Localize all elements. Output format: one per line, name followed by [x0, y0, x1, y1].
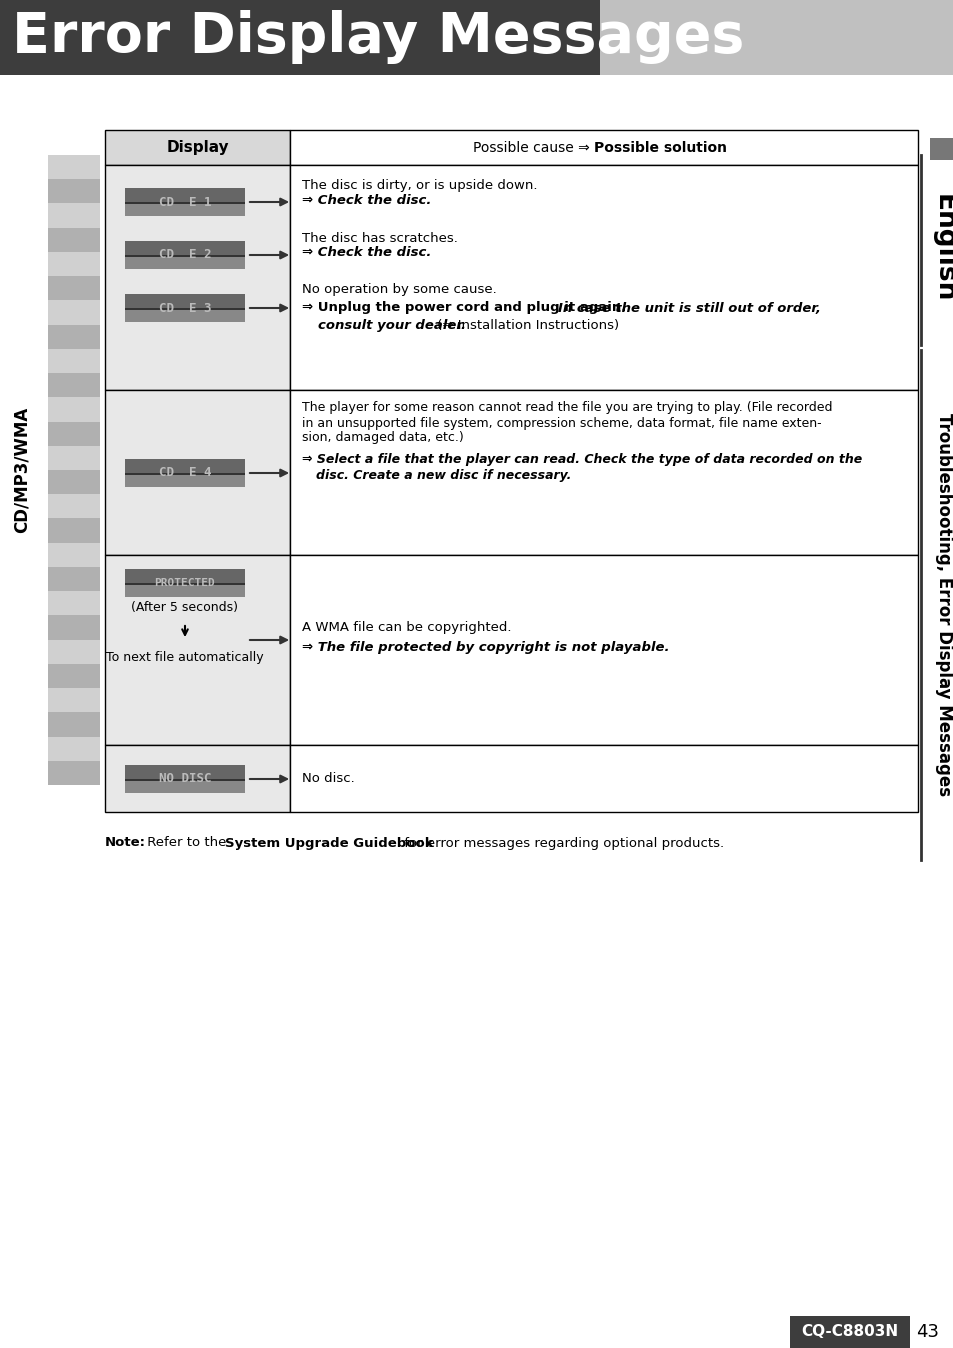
Bar: [48, 398, 100, 422]
Bar: [48, 252, 100, 276]
Text: ⇒ The file protected by copyright is not playable.: ⇒ The file protected by copyright is not…: [302, 642, 669, 655]
Text: To next file automatically: To next file automatically: [106, 651, 264, 665]
Bar: [48, 639, 100, 663]
Bar: [290, 745, 917, 811]
Bar: [48, 155, 100, 179]
Text: ⇒ Unplug the power cord and plug it again.: ⇒ Unplug the power cord and plug it agai…: [302, 302, 630, 314]
Bar: [125, 460, 245, 487]
Text: The disc is dirty, or is upside down.: The disc is dirty, or is upside down.: [302, 178, 537, 191]
Bar: [290, 164, 917, 390]
Text: In case the unit is still out of order,: In case the unit is still out of order,: [558, 302, 820, 314]
Text: CD  E 4: CD E 4: [158, 466, 211, 480]
Bar: [48, 712, 100, 736]
Text: CD  E 3: CD E 3: [158, 302, 211, 314]
Text: Possible solution: Possible solution: [594, 140, 726, 155]
Text: consult your dealer.: consult your dealer.: [317, 318, 465, 332]
Text: The disc has scratches.: The disc has scratches.: [302, 232, 457, 244]
Bar: [125, 255, 245, 257]
Bar: [125, 582, 245, 597]
Text: ⇒ Check the disc.: ⇒ Check the disc.: [302, 194, 431, 206]
Bar: [125, 473, 245, 487]
Text: A WMA file can be copyrighted.: A WMA file can be copyrighted.: [302, 621, 511, 635]
Bar: [125, 294, 245, 322]
Text: CD  E 2: CD E 2: [158, 248, 211, 262]
Bar: [125, 241, 245, 270]
Bar: [105, 745, 290, 811]
Bar: [48, 179, 100, 204]
Text: in an unsupported file system, compression scheme, data format, file name exten-: in an unsupported file system, compressi…: [302, 417, 821, 430]
Text: The player for some reason cannot read the file you are trying to play. (File re: The player for some reason cannot read t…: [302, 402, 832, 414]
Text: No operation by some cause.: No operation by some cause.: [302, 283, 497, 297]
Bar: [48, 543, 100, 568]
Text: CQ-C8803N: CQ-C8803N: [801, 1325, 898, 1340]
Bar: [48, 422, 100, 446]
Bar: [48, 301, 100, 325]
Text: (After 5 seconds): (After 5 seconds): [132, 601, 238, 615]
Bar: [48, 592, 100, 616]
Bar: [599, 0, 953, 75]
Text: System Upgrade Guidebook: System Upgrade Guidebook: [225, 837, 434, 849]
Bar: [48, 568, 100, 592]
Bar: [125, 255, 245, 270]
Text: PROTECTED: PROTECTED: [154, 578, 215, 588]
Text: CD  E 1: CD E 1: [158, 195, 211, 209]
Text: English: English: [930, 194, 953, 302]
Bar: [789, 1316, 909, 1348]
Bar: [929, 137, 953, 160]
Text: ⇒ Check the disc.: ⇒ Check the disc.: [302, 247, 431, 260]
Bar: [290, 555, 917, 745]
Bar: [125, 187, 245, 216]
Bar: [48, 373, 100, 398]
Bar: [125, 766, 245, 793]
Bar: [48, 228, 100, 252]
Bar: [48, 446, 100, 470]
Bar: [48, 760, 100, 785]
Text: 43: 43: [916, 1322, 939, 1341]
Bar: [290, 129, 917, 164]
Text: sion, damaged data, etc.): sion, damaged data, etc.): [302, 431, 463, 445]
Text: (⇒ Installation Instructions): (⇒ Installation Instructions): [433, 318, 618, 332]
Bar: [48, 519, 100, 543]
Text: Display: Display: [166, 140, 229, 155]
Text: disc. Create a new disc if necessary.: disc. Create a new disc if necessary.: [315, 469, 571, 483]
Text: CD/MP3/WMA: CD/MP3/WMA: [13, 407, 30, 532]
Bar: [125, 307, 245, 310]
Bar: [290, 390, 917, 555]
Bar: [48, 204, 100, 228]
Text: Troubleshooting, Error Display Messages: Troubleshooting, Error Display Messages: [934, 414, 952, 797]
Bar: [48, 470, 100, 495]
Bar: [48, 663, 100, 687]
Bar: [48, 687, 100, 712]
Text: NO DISC: NO DISC: [158, 772, 211, 786]
Bar: [125, 582, 245, 585]
Bar: [125, 202, 245, 216]
Bar: [125, 779, 245, 793]
Bar: [0, 0, 599, 75]
Bar: [48, 495, 100, 519]
Text: Refer to the: Refer to the: [143, 837, 231, 849]
Bar: [125, 307, 245, 322]
Bar: [48, 276, 100, 301]
Bar: [125, 473, 245, 474]
Bar: [48, 616, 100, 639]
Text: for error messages regarding optional products.: for error messages regarding optional pr…: [399, 837, 723, 849]
Bar: [105, 390, 290, 555]
Text: Possible cause ⇒: Possible cause ⇒: [473, 140, 594, 155]
Bar: [105, 555, 290, 745]
Text: No disc.: No disc.: [302, 772, 355, 786]
Bar: [125, 779, 245, 780]
Text: Error Display Messages: Error Display Messages: [12, 11, 743, 65]
Bar: [48, 349, 100, 373]
Bar: [48, 736, 100, 760]
Bar: [105, 164, 290, 390]
Bar: [48, 325, 100, 349]
Bar: [125, 569, 245, 597]
Text: ⇒ Select a file that the player can read. Check the type of data recorded on the: ⇒ Select a file that the player can read…: [302, 453, 862, 466]
Bar: [105, 129, 290, 164]
Bar: [125, 202, 245, 204]
Text: Note:: Note:: [105, 837, 146, 849]
